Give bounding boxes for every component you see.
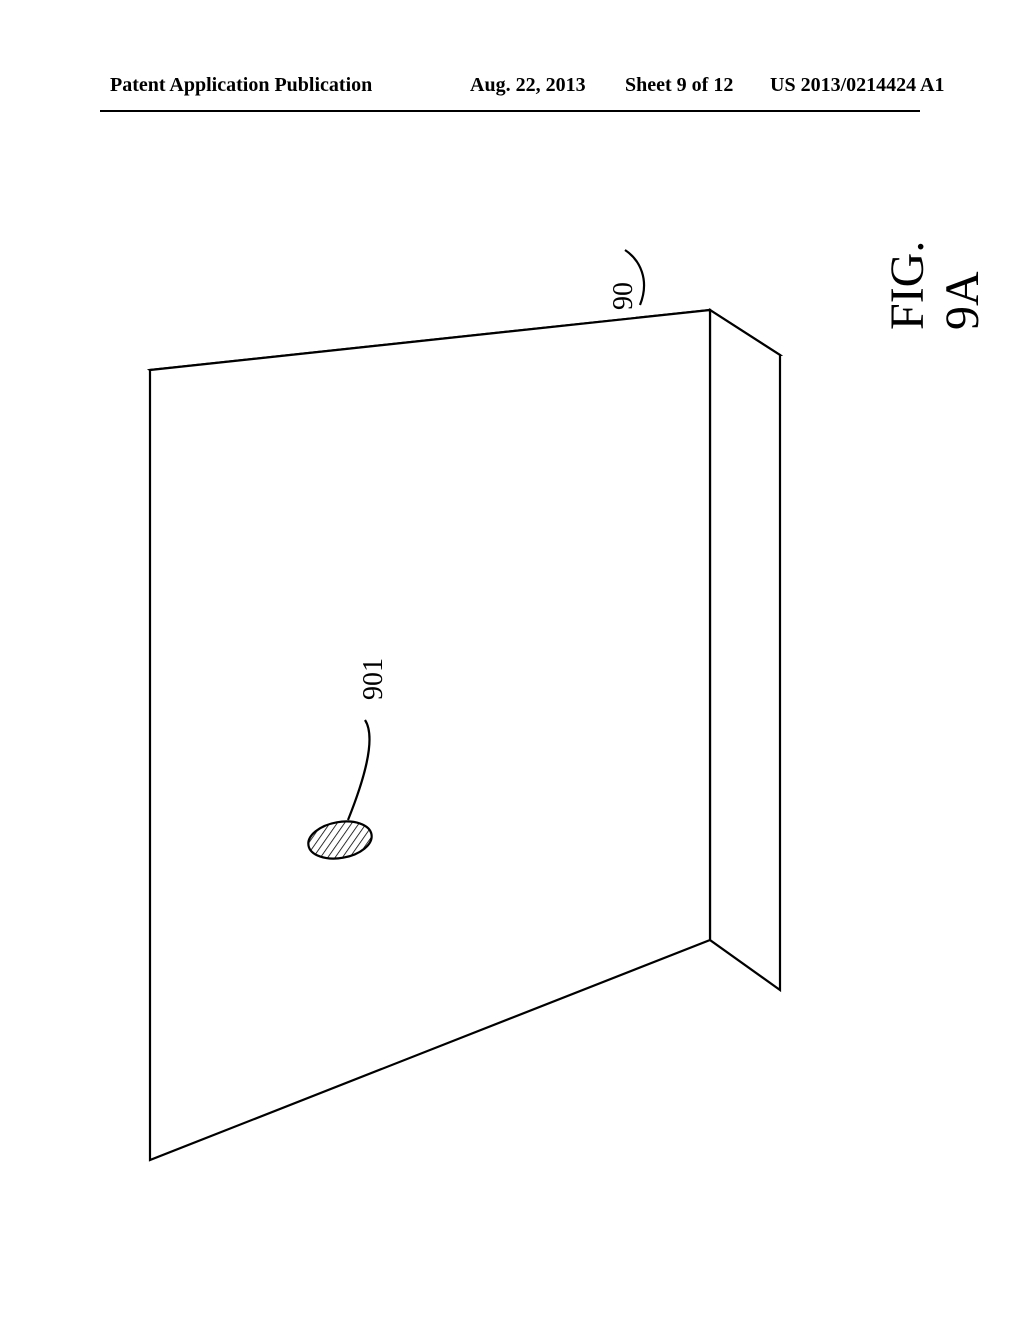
- ref-number-901: 901: [358, 658, 390, 700]
- figure-9a: FIG. 9A 90 901: [0, 0, 1024, 1320]
- figure-label: FIG. 9A: [880, 186, 990, 330]
- ref-number-90: 90: [608, 282, 640, 310]
- figure-svg: [0, 0, 1024, 1320]
- box-front-face: [150, 310, 710, 1160]
- box-side-face: [710, 310, 780, 990]
